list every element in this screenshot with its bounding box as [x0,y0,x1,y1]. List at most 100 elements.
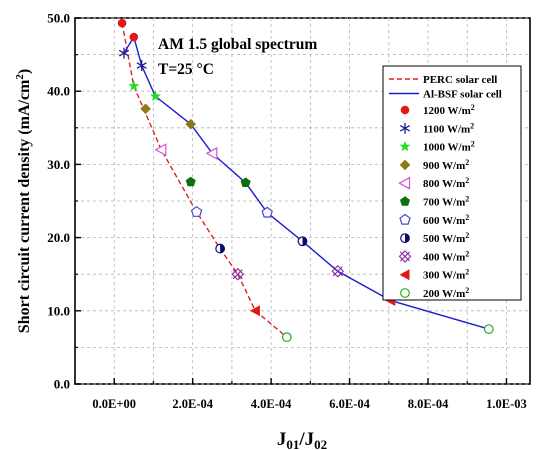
data-point [297,236,308,247]
legend-label: 400 W/m2 [423,249,469,263]
legend-label-sup: 2 [465,158,469,167]
data-point [117,18,127,28]
data-point [399,122,411,134]
legend-label: 600 W/m2 [423,213,469,227]
data-point [399,213,411,225]
data-point [149,90,161,101]
x-label-separator: /J [298,429,314,450]
al-bsf-line [123,35,489,330]
data-point [400,288,410,298]
x-label-sub2: 02 [314,437,327,450]
x-square-outline [231,267,245,281]
data-point [118,47,130,59]
y-label-sup: 2 [14,74,26,80]
data-point [399,269,410,281]
legend-label: 300 W/m2 [423,268,469,282]
data-point [331,264,345,278]
y-axis-label: Short circuit current density (mA/cm2) [14,69,33,333]
half-circle-fill [405,233,410,243]
data-point [185,118,197,130]
x-square-cross [232,269,243,280]
x-label-main: J [277,429,287,450]
data-point [129,32,139,42]
legend-label-sup: 2 [465,176,469,185]
legend-label-sup: 2 [471,140,475,149]
series-lines [121,22,489,338]
data-point [190,205,203,217]
x-square-outline [331,264,345,278]
legend-label: 1200 W/m2 [423,103,475,117]
legend-label-text: 1200 W/m [423,105,471,117]
y-tick-label: 30.0 [47,157,70,172]
legend-label: 900 W/m2 [423,158,469,172]
y-label-end: ) [16,69,33,74]
x-tick-label: 1.0E-03 [486,397,527,411]
legend-label-sup: 2 [465,231,469,240]
legend-label-text: PERC solar cell [423,74,497,86]
legend-label-text: 800 W/m [423,178,465,190]
data-point [398,176,411,190]
x-tick-label: 8.0E-04 [408,397,449,411]
legend-label-text: 1000 W/m [423,142,471,154]
data-point [140,103,151,115]
x-axis-label: J01/J02 [277,429,327,450]
data-point [205,146,218,160]
legend-label-text: 300 W/m [423,270,465,282]
data-point [398,250,412,263]
legend-label: 1000 W/m2 [423,140,475,154]
legend-label-text: 200 W/m [423,288,465,300]
legend-label: Al-BSF solar cell [423,89,502,101]
x-tick-label: 6.0E-04 [329,397,370,411]
x-tick-label: 0.0E+00 [92,397,136,411]
data-point [483,324,494,335]
data-point [240,177,251,187]
legend-label: 500 W/m2 [423,231,469,245]
legend-label-sup: 2 [465,268,469,277]
legend: PERC solar cell Al-BSF solar cell 1200 W/m… [389,74,502,300]
x-tick-label: 2.0E-04 [172,397,213,411]
annotation-temperature: T=25 °C [158,61,214,78]
asterisk-stroke [118,49,130,57]
perc-line [121,22,288,338]
annotation-spectrum: AM 1.5 global spectrum [158,36,317,53]
x-square-cross [332,266,343,277]
half-circle-fill [220,244,225,253]
legend-label-text: 500 W/m [423,233,465,245]
legend-label-text: 900 W/m [423,160,465,172]
y-tick-label: 20.0 [47,230,70,245]
x-square-outline [398,250,412,263]
legend-label: 800 W/m2 [423,176,469,190]
legend-label: 700 W/m2 [423,195,469,209]
y-tick-label: 40.0 [47,84,70,99]
legend-label-text: Al-BSF solar cell [423,89,502,101]
legend-label-text: 700 W/m [423,197,465,209]
data-point [231,267,245,281]
data-point [400,233,410,244]
x-tick-label: 4.0E-04 [251,397,292,411]
data-point [249,305,260,317]
data-point [399,140,411,152]
axes: 0.0E+00 2.0E-04 4.0E-04 6.0E-04 8.0E-04 1.0E-… [47,11,527,412]
legend-label: 200 W/m2 [423,286,469,300]
legend-label: 1100 W/m2 [423,121,474,135]
y-tick-label: 10.0 [47,303,70,318]
data-point [215,243,226,254]
legend-label-sup: 2 [465,213,469,222]
legend-label-sup: 2 [470,121,474,130]
data-point [154,143,167,157]
data-point [281,332,292,343]
data-point [400,196,410,206]
data-point [399,159,411,171]
legend-label-sup: 2 [465,286,469,295]
x-square-cross [400,251,410,262]
legend-label-sup: 2 [465,249,469,258]
legend-label: PERC solar cell [423,74,497,86]
legend-label-text: 400 W/m [423,251,465,263]
asterisk-stroke [136,62,147,69]
data-point [400,105,410,115]
y-label-main: Short circuit current density (mA/cm [16,79,33,333]
data-point [128,80,140,91]
data-markers [117,18,494,343]
data-point [136,60,147,72]
